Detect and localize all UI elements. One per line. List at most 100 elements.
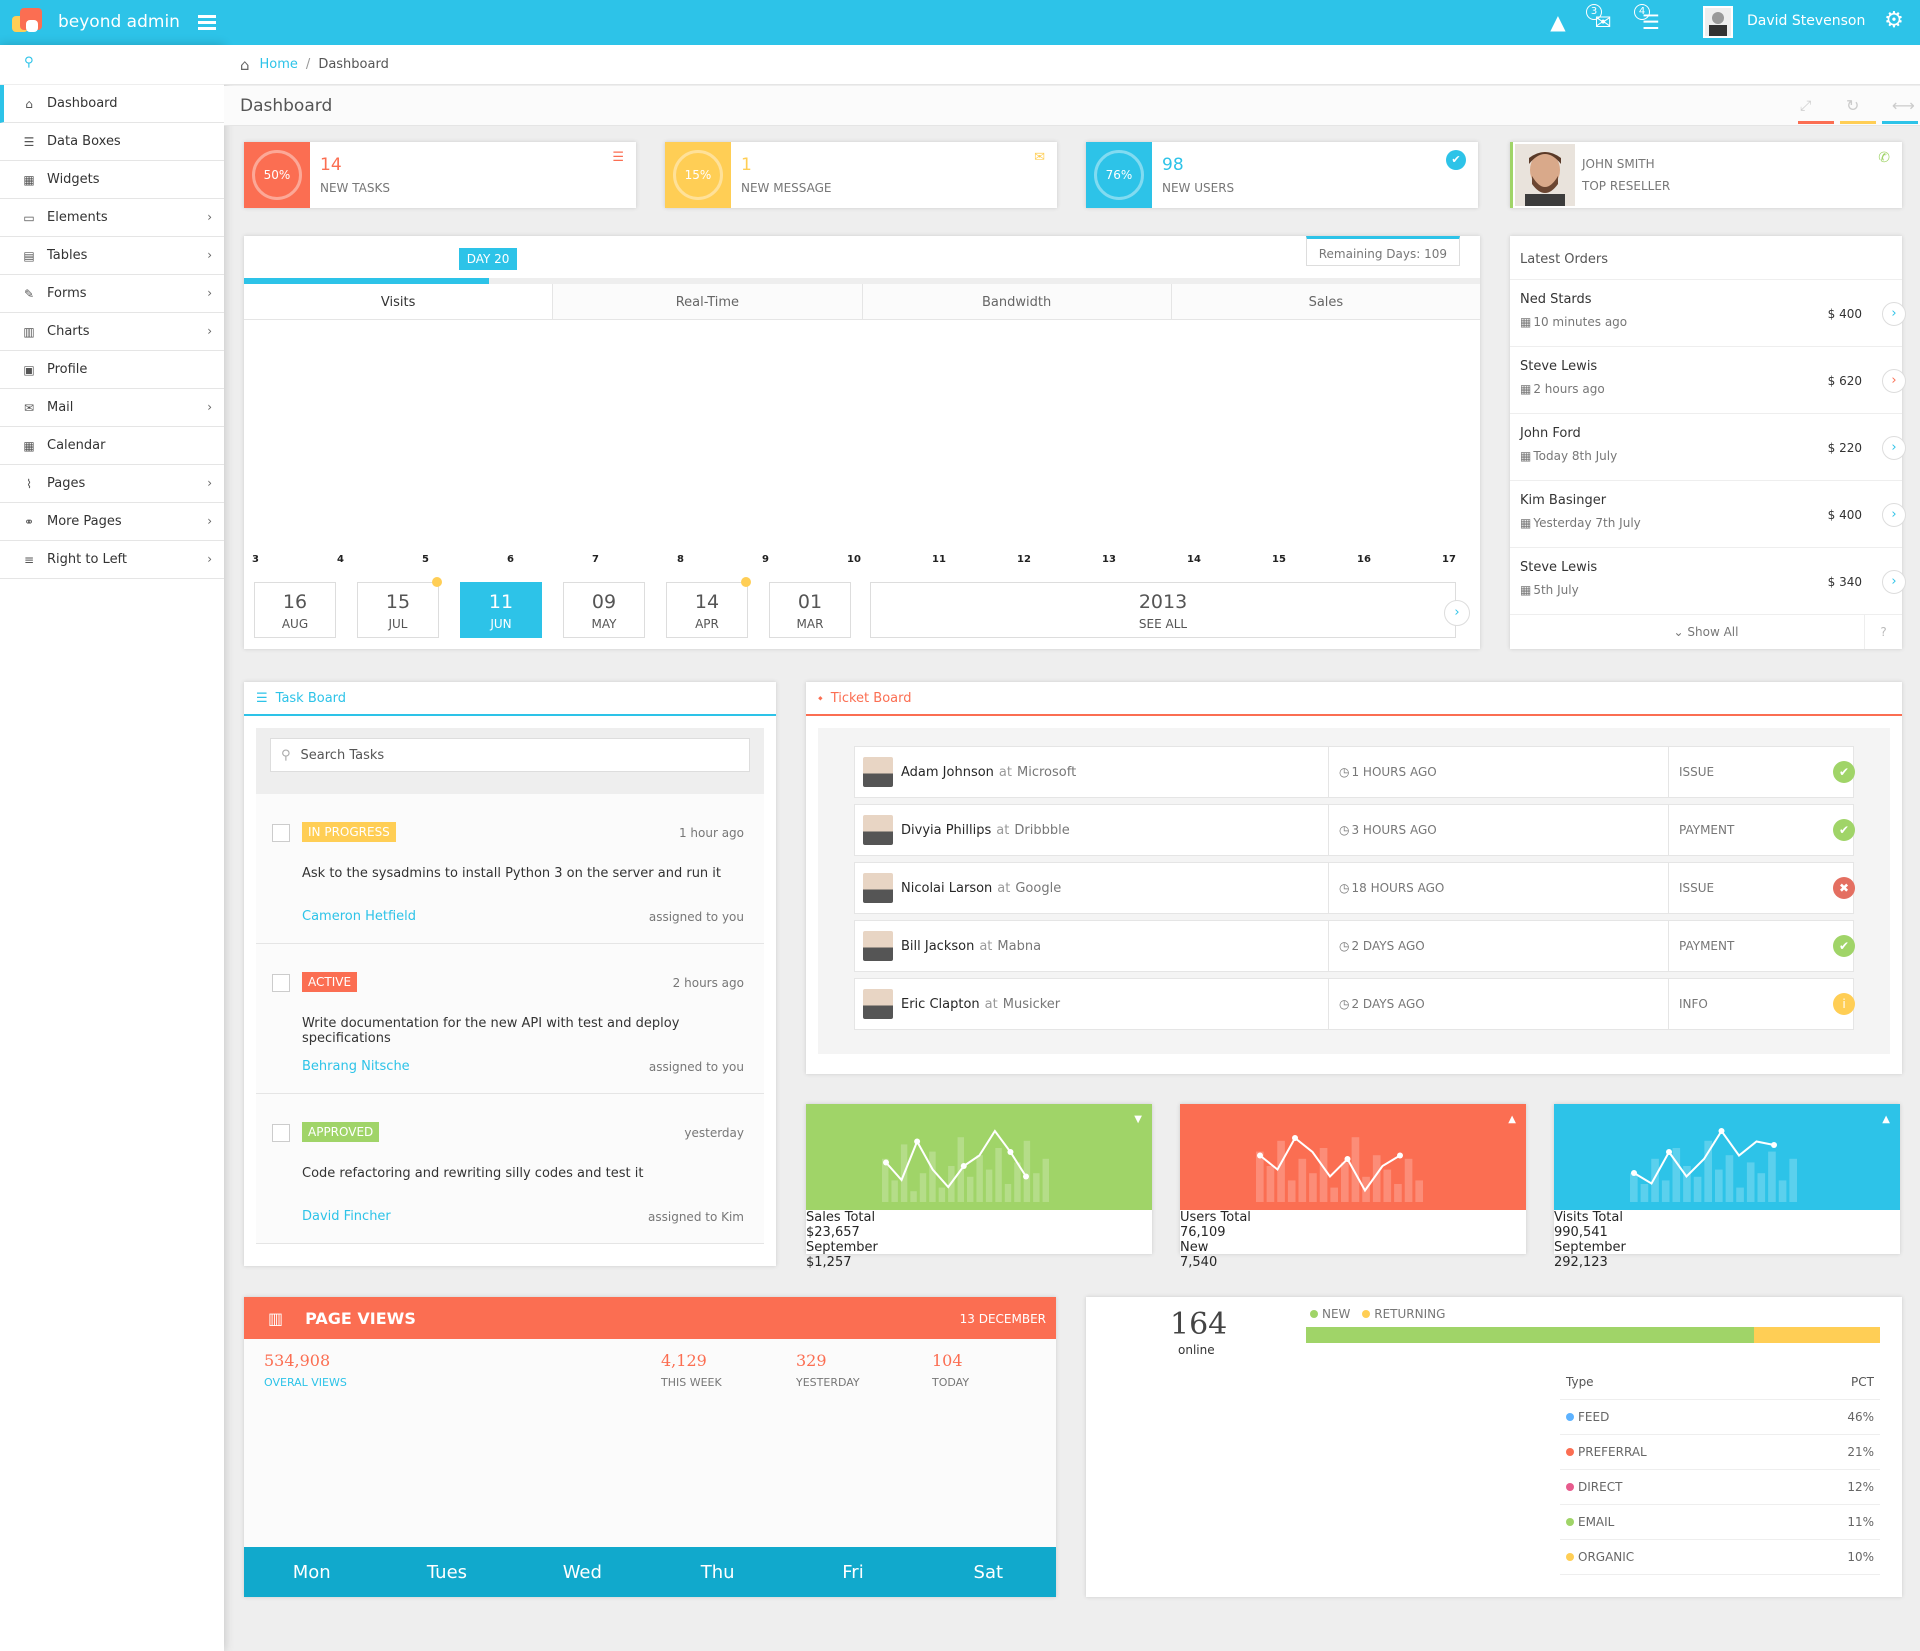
sidebar-item-calendar[interactable]: ▦ Calendar: [0, 427, 224, 465]
task-user-link[interactable]: David Fincher: [302, 1209, 391, 1224]
task-checkbox[interactable]: [272, 824, 290, 842]
ticket-row[interactable]: Adam Johnson at Microsoft ◷ 1 HOURS AGO ISSUE…: [854, 746, 1855, 798]
sidebar-item-pages[interactable]: ⌇ Pages ›: [0, 465, 224, 503]
breadcrumb-home[interactable]: Home: [259, 57, 298, 72]
ticket-type: ISSUE: [1679, 881, 1715, 895]
tab-visits[interactable]: Visits: [244, 284, 553, 319]
order-row[interactable]: Kim Basinger ▦ Yesterday 7th July $ 400 ›: [1510, 481, 1906, 548]
day-label-fri[interactable]: Fri: [842, 1561, 864, 1583]
sidebar-item-mail[interactable]: ✉ Mail ›: [0, 389, 224, 427]
task-user-link[interactable]: Cameron Hetfield: [302, 909, 417, 924]
spark-label: Sales Total: [806, 1210, 876, 1225]
ticket-type: PAYMENT: [1679, 939, 1735, 953]
order-detail-chevron-icon[interactable]: ›: [1882, 302, 1906, 326]
order-row[interactable]: Steve Lewis ▦ 5th July $ 340 ›: [1510, 548, 1906, 615]
order-detail-chevron-icon[interactable]: ›: [1882, 570, 1906, 594]
date-box[interactable]: 14 APR: [666, 577, 751, 638]
axis-tick-label: 11: [932, 554, 946, 565]
sidebar-item-right-to-left[interactable]: ≡ Right to Left ›: [0, 541, 224, 579]
collapse-icon[interactable]: ⟷: [1892, 96, 1915, 115]
sidebar-item-forms[interactable]: ✎ Forms ›: [0, 275, 224, 313]
user-name[interactable]: David Stevenson: [1747, 13, 1866, 29]
caret-down-icon[interactable]: ▼: [1134, 1114, 1142, 1125]
stat-percent: 50%: [252, 150, 302, 200]
sidebar-search-icon[interactable]: ⚲: [0, 45, 224, 85]
refresh-icon[interactable]: ↻: [1846, 96, 1860, 115]
day-label-mon[interactable]: Mon: [292, 1561, 331, 1583]
sidebar-item-charts[interactable]: ▥ Charts ›: [0, 313, 224, 351]
user-avatar[interactable]: [1703, 6, 1733, 38]
date-month: MAR: [796, 617, 824, 631]
legend-new: NEW: [1322, 1307, 1351, 1321]
day-label-thu[interactable]: Thu: [700, 1561, 735, 1583]
spark-bar: [995, 1148, 1002, 1202]
spark-box-users-total: ▲ Users Total 76,109 New 7,540: [1180, 1104, 1526, 1270]
caret-up-icon[interactable]: ▲: [1882, 1114, 1890, 1125]
ticket-row[interactable]: Divyia Phillips at Dribbble ◷ 3 HOURS AGO PAY…: [854, 804, 1855, 856]
help-icon[interactable]: ?: [1864, 615, 1902, 649]
ticket-row[interactable]: Bill Jackson at Mabna ◷ 2 DAYS AGO PAYMENT ✔: [854, 920, 1855, 972]
order-detail-chevron-icon[interactable]: ›: [1882, 436, 1906, 460]
sidebar-item-dashboard[interactable]: ⌂ Dashboard: [0, 85, 224, 123]
chevron-down-icon: ⌄: [1673, 625, 1684, 639]
sidebar-toggle-icon[interactable]: [198, 15, 216, 33]
settings-gear-icon[interactable]: ⚙: [1884, 8, 1904, 33]
ticket-name[interactable]: Eric Clapton: [901, 996, 980, 1012]
tab-real-time[interactable]: Real-Time: [552, 284, 861, 319]
date-box[interactable]: 09 MAY: [563, 582, 645, 638]
task-checkbox[interactable]: [272, 974, 290, 992]
orders-footer: ⌄ Show All ?: [1510, 615, 1902, 649]
next-dates-button[interactable]: ›: [1444, 600, 1470, 626]
sidebar-item-widgets[interactable]: ▦ Widgets: [0, 161, 224, 199]
messages-icon[interactable]: ✉ 3: [1586, 4, 1616, 34]
check-circle-icon[interactable]: ✔: [1446, 150, 1466, 170]
caret-up-icon[interactable]: ▲: [1508, 1114, 1516, 1125]
tab-bandwidth[interactable]: Bandwidth: [861, 284, 1171, 319]
order-row[interactable]: Ned Stards ▦ 10 minutes ago $ 400 ›: [1510, 280, 1906, 347]
order-detail-chevron-icon[interactable]: ›: [1882, 503, 1906, 527]
breadcrumb: ⌂ Home / Dashboard: [224, 45, 1920, 85]
day-label-tues[interactable]: Tues: [426, 1561, 468, 1583]
date-box[interactable]: 16 AUG: [254, 582, 336, 638]
show-all-link[interactable]: Show All: [1687, 625, 1739, 639]
day-label-sat[interactable]: Sat: [973, 1561, 1004, 1583]
task-checkbox[interactable]: [272, 1124, 290, 1142]
ticket-name[interactable]: Nicolai Larson: [901, 880, 993, 896]
date-box[interactable]: 01 MAR: [769, 582, 851, 638]
order-row[interactable]: Steve Lewis ▦ 2 hours ago $ 620 ›: [1510, 347, 1906, 414]
tab-sales[interactable]: Sales: [1170, 284, 1480, 319]
spark-bar: [1661, 1180, 1670, 1202]
warning-icon[interactable]: ▲: [1550, 10, 1566, 34]
see-all-link[interactable]: SEE ALL: [1138, 617, 1188, 631]
tasks-icon[interactable]: ☰ 4: [1634, 4, 1664, 34]
page-title: Dashboard: [240, 96, 333, 116]
ticket-name[interactable]: Divyia Phillips: [901, 822, 992, 838]
sidebar-item-tables[interactable]: ▤ Tables ›: [0, 237, 224, 275]
day-label-wed[interactable]: Wed: [562, 1561, 602, 1583]
ticket-name[interactable]: Adam Johnson: [901, 764, 994, 780]
order-row[interactable]: John Ford ▦ Today 8th July $ 220 ›: [1510, 414, 1906, 481]
sidebar-item-profile[interactable]: ▣ Profile: [0, 351, 224, 389]
clock-icon: ◷: [1339, 939, 1350, 953]
sidebar-item-more-pages[interactable]: ⚭ More Pages ›: [0, 503, 224, 541]
sidebar-item-elements[interactable]: ▭ Elements ›: [0, 199, 224, 237]
fullscreen-icon[interactable]: ⤢: [1800, 98, 1812, 114]
traffic-dot: [1566, 1518, 1574, 1526]
date-box[interactable]: 15 JUL: [357, 577, 442, 638]
task-search-input[interactable]: ⚲ Search Tasks: [270, 738, 750, 772]
brand[interactable]: beyond admin: [12, 8, 180, 36]
date-month: JUL: [388, 617, 408, 631]
date-box[interactable]: 11 JUN: [460, 582, 542, 638]
ticket-row[interactable]: Eric Clapton at Musicker ◷ 2 DAYS AGO INFO i: [854, 978, 1855, 1030]
order-detail-chevron-icon[interactable]: ›: [1882, 369, 1906, 393]
task-user-link[interactable]: Behrang Nitsche: [302, 1059, 410, 1074]
ticket-row[interactable]: Nicolai Larson at Google ◷ 18 HOURS AGO ISSUE…: [854, 862, 1855, 914]
traffic-type: EMAIL: [1578, 1515, 1615, 1529]
sidebar-item-data-boxes[interactable]: ☰ Data Boxes: [0, 123, 224, 161]
phone-icon[interactable]: ✆: [1878, 150, 1890, 166]
year-box[interactable]: 2013 SEE ALL: [870, 582, 1456, 638]
envelope-icon[interactable]: ✉: [1034, 150, 1045, 165]
home-icon[interactable]: ⌂: [240, 55, 250, 74]
ticket-name[interactable]: Bill Jackson: [901, 938, 975, 954]
tasks-list-icon[interactable]: ☰: [612, 150, 624, 165]
